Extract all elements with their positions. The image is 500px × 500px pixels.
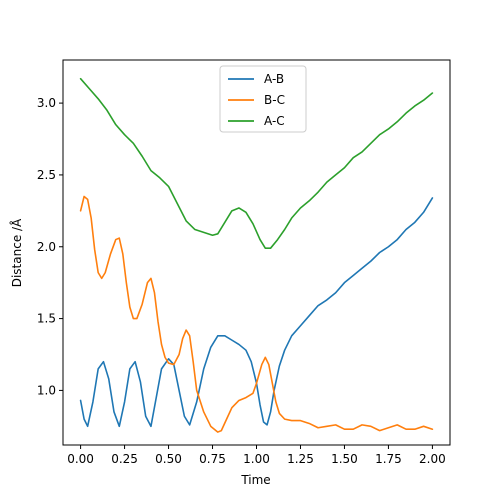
legend: A-B B-C A-C	[219, 65, 307, 133]
series-line-a-c	[79, 77, 434, 249]
series-line-a-b	[79, 197, 434, 428]
legend-label-b-c: B-C	[264, 93, 285, 107]
series-line-b-c	[79, 195, 434, 433]
x-tick-label: 0.25	[111, 452, 138, 466]
x-axis-label: Time	[240, 473, 270, 487]
x-tick-label: 1.25	[287, 452, 314, 466]
y-axis: 1.0 1.5 2.0 2.5 3.0	[37, 96, 63, 397]
x-tick-label: 1.00	[243, 452, 270, 466]
y-tick-label: 2.5	[37, 168, 56, 182]
y-tick-label: 1.5	[37, 312, 56, 326]
y-tick-label: 2.0	[37, 240, 56, 254]
x-axis: 0.00 0.25 0.50 0.75 1.00 1.25 1.50 1.75 2.00	[67, 445, 446, 466]
y-tick-label: 3.0	[37, 96, 56, 110]
x-tick-label: 1.75	[375, 452, 402, 466]
x-tick-label: 2.00	[419, 452, 446, 466]
x-tick-label: 0.75	[199, 452, 226, 466]
y-tick-label: 1.0	[37, 383, 56, 397]
y-axis-label: Distance /Å	[9, 218, 24, 287]
legend-box	[219, 65, 307, 133]
legend-label-a-c: A-C	[264, 114, 285, 128]
x-tick-label: 1.50	[331, 452, 358, 466]
x-tick-label: 0.50	[155, 452, 182, 466]
legend-label-a-b: A-B	[264, 72, 284, 86]
x-tick-label: 0.00	[67, 452, 94, 466]
